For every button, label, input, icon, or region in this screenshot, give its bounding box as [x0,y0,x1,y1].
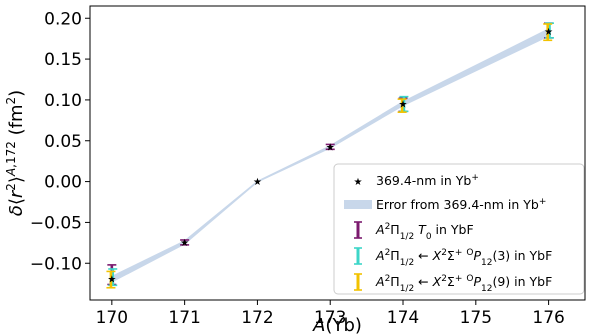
legend-star-icon: ★ [354,177,363,188]
errorbar-3-174 [397,98,407,113]
y-tick-label-1: −0.05 [30,213,82,233]
legend-box [333,163,585,295]
y-tick-label-6: 0.20 [44,9,82,29]
legend-entry-op12-3: A2Π1/2 ← X2Σ+ OP12(3) in YbF [375,248,552,268]
y-tick-label-4: 0.10 [44,91,82,111]
legend: ★ 369.4-nm in Yb+ Error from 369.4-nm in… [333,163,585,295]
y-tick-label-2: 0.00 [44,173,82,193]
x-tick-label-174: 174 [387,308,419,328]
errorbar-1-171 [180,239,190,246]
legend-errorbar-icon-3 [354,273,362,291]
errorbar-3-170 [106,270,116,289]
legend-entry-369nm: 369.4-nm in Yb+ [376,173,479,188]
y-tick-label-5: 0.15 [44,50,82,70]
star-point-170: ★ [107,274,116,285]
star-point-174: ★ [399,100,408,111]
x-tick-label-173: 173 [314,308,346,328]
y-axis-label: δ⟨r2⟩A,172 (fm2) [4,90,27,216]
star-point-173: ★ [326,142,335,153]
legend-errorbar-icon-1 [354,221,362,239]
x-tick-label-171: 171 [168,308,200,328]
y-tick-label-3: 0.05 [44,132,82,152]
errorbar-1-173 [325,143,335,151]
x-axis-label: A(Yb) [312,315,362,334]
legend-entry-op12-9: A2Π1/2 ← X2Σ+ OP12(9) in YbF [375,274,552,294]
legend-entry-t0: A2Π1/2 T0 in YbF [375,222,474,242]
legend-entry-error-band: Error from 369.4-nm in Yb+ [376,197,546,212]
ticks-layer: 170 171 172 173 174 175 176 −0.10 −0.05 0.00 0.05 0… [30,9,565,328]
data-layer: ★ ★ ★ ★ ★ ★ [106,22,555,289]
x-tick-label-176: 176 [532,308,564,328]
x-tick-label-170: 170 [96,308,128,328]
plot-frame [89,5,586,301]
x-tick-label-172: 172 [241,308,273,328]
star-point-171: ★ [180,238,189,249]
x-tick-label-175: 175 [460,308,492,328]
star-point-172: ★ [253,177,262,188]
legend-errorbar-icon-2 [354,247,362,265]
legend-band-swatch [344,200,372,209]
legend-marks: ★ [344,177,372,291]
errorbar-3-176 [543,23,553,42]
y-tick-label-0: −0.10 [30,254,82,274]
star-point-176: ★ [544,27,553,38]
